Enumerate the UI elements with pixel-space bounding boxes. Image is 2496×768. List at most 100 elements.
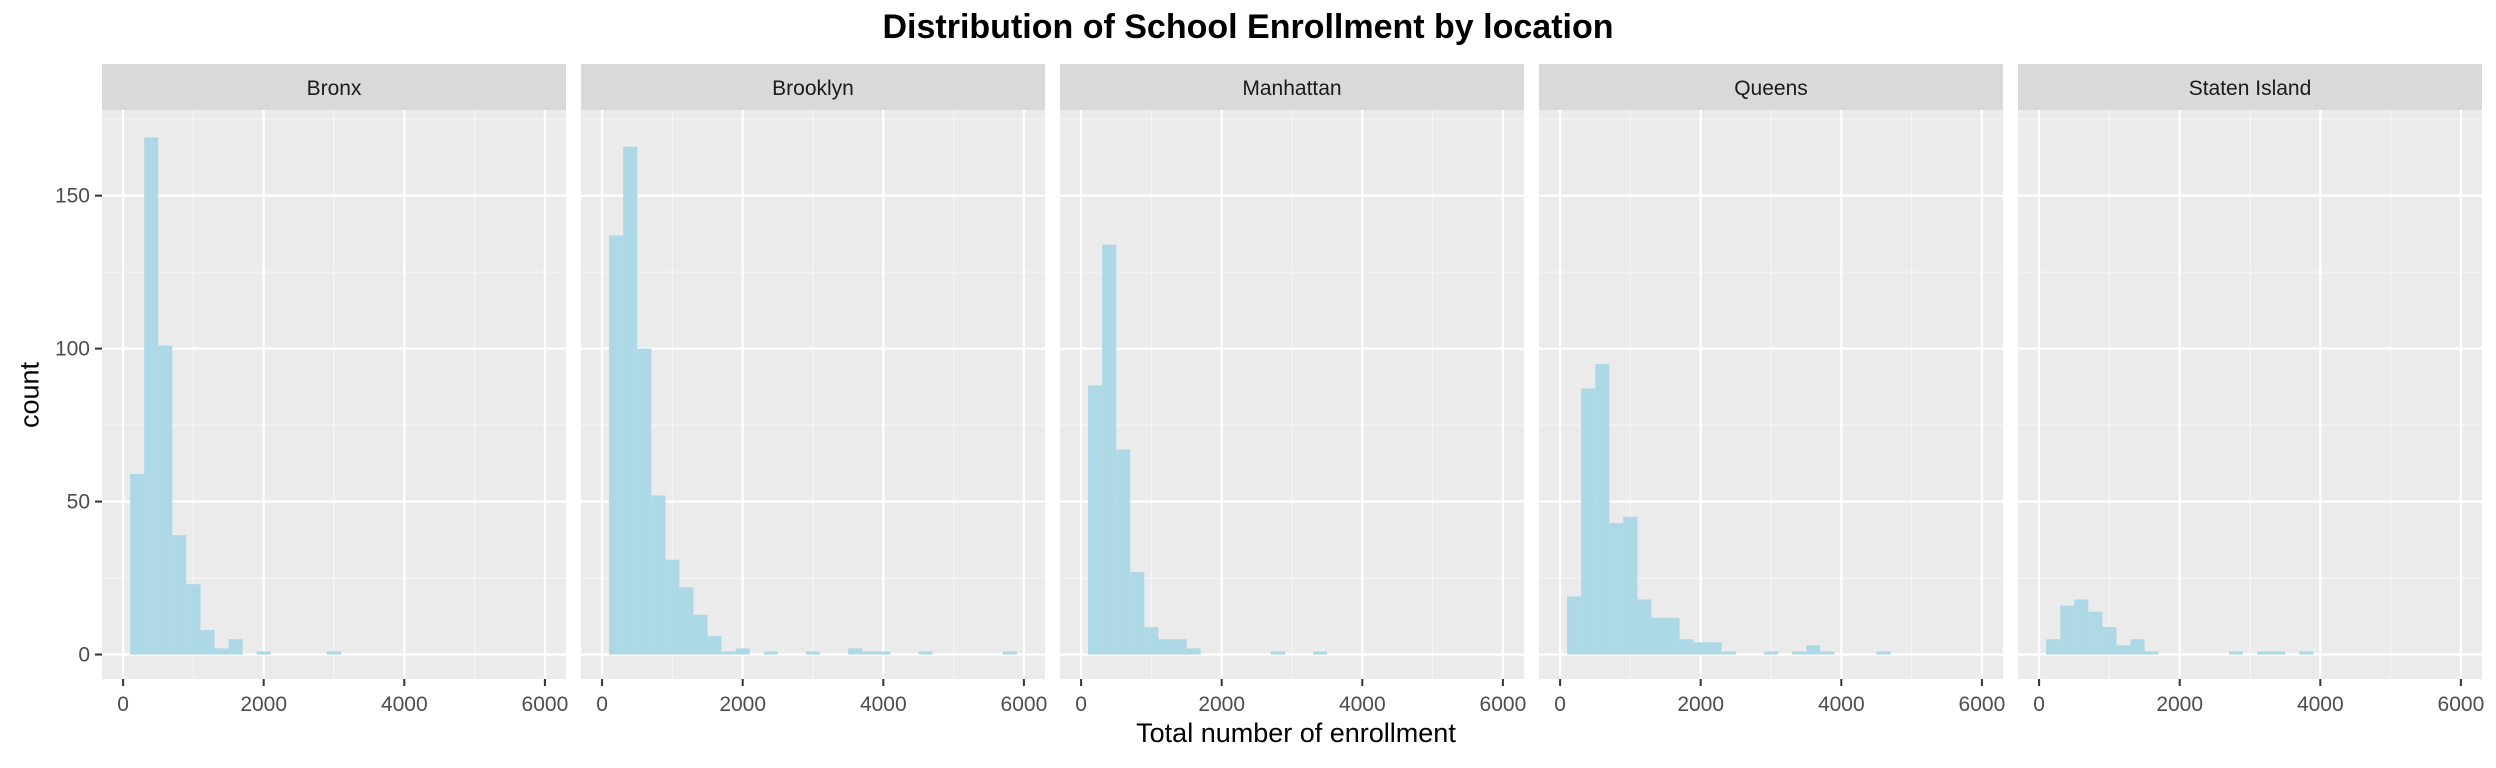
facet-strip (1060, 64, 1524, 110)
histogram-bar (1806, 645, 1821, 655)
x-axis-label: Total number of enrollment (1136, 718, 1456, 748)
histogram-bar (1186, 648, 1201, 655)
x-tick-label: 6000 (522, 693, 569, 716)
histogram-bar (735, 648, 750, 655)
histogram-bar (214, 648, 229, 655)
facet-strip-label: Brooklyn (772, 77, 854, 100)
histogram-bar (763, 651, 778, 655)
histogram-bar (876, 651, 891, 655)
facet-panel: Brooklyn 0 2000 4000 6000 (581, 64, 1047, 716)
histogram-bar (186, 584, 201, 655)
histogram-bar (1595, 363, 1610, 655)
facet-strip (581, 64, 1045, 110)
x-tick-label: 4000 (381, 693, 428, 716)
x-tick-label: 6000 (1001, 693, 1048, 716)
histogram-bar (707, 636, 722, 655)
histogram-bar (2102, 626, 2117, 655)
histogram-bar (623, 146, 638, 655)
histogram-bar (637, 348, 652, 655)
facet-strip (2018, 64, 2482, 110)
histogram-bar (1313, 651, 1328, 655)
x-tick-label: 6000 (1959, 693, 2006, 716)
histogram-bar (130, 474, 145, 655)
histogram-bar (1567, 596, 1582, 655)
facet-strip-label: Staten Island (2189, 77, 2312, 100)
x-tick-label: 2000 (719, 693, 766, 716)
histogram-bar (1707, 642, 1722, 655)
x-tick-label: 2000 (240, 693, 287, 716)
facet-panel: Staten Island 0 2000 4000 6000 (2018, 64, 2484, 716)
facet-strip-label: Queens (1734, 77, 1808, 100)
x-tick-label: 6000 (2438, 693, 2485, 716)
facet-panel: Manhattan 0 2000 4000 6000 (1060, 64, 1526, 716)
histogram-bar (679, 587, 694, 655)
facet-panel: Bronx 0 2000 4000 6000 (102, 64, 568, 716)
histogram-bar (1623, 516, 1638, 655)
x-tick-label: 2000 (1198, 693, 1245, 716)
x-tick-label: 0 (2033, 693, 2045, 716)
histogram-bar (1270, 651, 1285, 655)
histogram-bar (2257, 651, 2272, 655)
histogram-bar (326, 651, 342, 655)
histogram-bar (1679, 639, 1694, 655)
histogram-bar (1581, 388, 1596, 655)
histogram-bar (158, 345, 173, 655)
histogram-bar (805, 651, 821, 655)
histogram-bar (1102, 244, 1117, 655)
x-tick-label: 0 (1075, 693, 1087, 716)
histogram-bar (2299, 651, 2314, 655)
x-tick-label: 0 (596, 693, 608, 716)
histogram-bar (1116, 449, 1131, 655)
histogram-bar (1609, 522, 1624, 655)
histogram-bar (1763, 651, 1779, 655)
histogram-bar (1130, 571, 1145, 655)
facet-strip (1539, 64, 2003, 110)
histogram-bar (2144, 651, 2159, 655)
x-tick-label: 0 (117, 693, 129, 716)
facet-strip-label: Bronx (307, 77, 362, 100)
histogram-bar (228, 639, 243, 655)
x-tick-label: 4000 (860, 693, 907, 716)
histogram-bar (848, 648, 863, 655)
histogram-bar (144, 137, 159, 655)
histogram-bar (2074, 599, 2089, 655)
histogram-bar (2130, 639, 2145, 655)
histogram-bar (1651, 617, 1666, 655)
facet-strip-label: Manhattan (1242, 77, 1341, 100)
histogram-bar (2088, 611, 2103, 655)
histogram-bar (1792, 651, 1807, 655)
y-tick-label: 50 (67, 491, 90, 514)
histogram-bar (2060, 605, 2075, 655)
histogram-bar (1820, 651, 1835, 655)
histogram-bar (1172, 639, 1187, 655)
histogram-bar (1637, 599, 1652, 655)
histogram-bar (1665, 617, 1680, 655)
histogram-bar (2228, 651, 2243, 655)
histogram-bar (721, 651, 736, 655)
x-tick-label: 4000 (1339, 693, 1386, 716)
x-tick-label: 6000 (1480, 693, 1527, 716)
facet-panel: Queens 0 2000 4000 6000 (1539, 64, 2005, 716)
histogram-bar (1088, 385, 1103, 655)
facet-strip (102, 64, 566, 110)
histogram-bar (1721, 651, 1736, 655)
histogram-bar (2271, 651, 2286, 655)
histogram-bar (609, 235, 624, 655)
histogram-bar (172, 535, 187, 655)
chart-title: Distribution of School Enrollment by loc… (882, 8, 1614, 46)
histogram-bar (1693, 642, 1708, 655)
x-tick-label: 4000 (2297, 693, 2344, 716)
y-tick-label: 100 (55, 338, 90, 361)
histogram-bar (651, 495, 666, 655)
x-tick-label: 4000 (1818, 693, 1865, 716)
histogram-bar (918, 651, 933, 655)
x-tick-label: 2000 (1677, 693, 1724, 716)
histogram-bar (1144, 626, 1159, 655)
histogram-bar (862, 651, 877, 655)
y-tick-label: 0 (78, 644, 90, 667)
histogram-bar (2046, 639, 2061, 655)
histogram-bar (256, 651, 271, 655)
histogram-bar (2116, 645, 2131, 655)
x-tick-label: 0 (1554, 693, 1566, 716)
